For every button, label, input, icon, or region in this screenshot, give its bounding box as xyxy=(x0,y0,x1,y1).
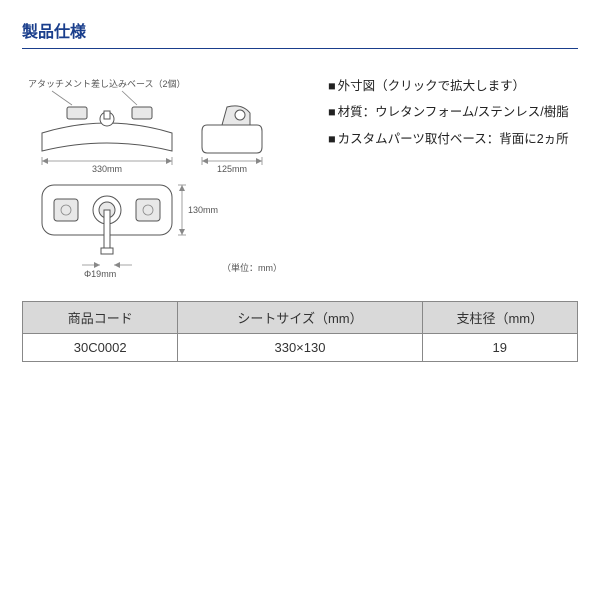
info-list: 外寸図（クリックで拡大します） 材質：ウレタンフォーム/ステンレス/樹脂 カスタ… xyxy=(328,73,578,283)
col-header: シートサイズ（mm） xyxy=(178,302,422,334)
table-header-row: 商品コード シートサイズ（mm） 支柱径（mm） xyxy=(23,302,578,334)
dim-height: 130mm xyxy=(188,205,218,215)
dim-depth: 125mm xyxy=(217,164,247,174)
top-front-view xyxy=(42,107,172,151)
bottom-plan-view xyxy=(42,185,172,254)
info-item: 材質：ウレタンフォーム/ステンレス/樹脂 xyxy=(328,99,578,125)
cell: 19 xyxy=(422,334,577,362)
cell: 330×130 xyxy=(178,334,422,362)
spec-table: 商品コード シートサイズ（mm） 支柱径（mm） 30C0002 330×130… xyxy=(22,301,578,362)
dimension-diagram[interactable]: アタッチメント差し込みベース（2個） 330mm xyxy=(22,73,312,283)
info-item: カスタムパーツ取付ベース：背面に2ヵ所 xyxy=(328,126,578,152)
table-row: 30C0002 330×130 19 xyxy=(23,334,578,362)
side-view xyxy=(202,106,262,153)
attachment-label: アタッチメント差し込みベース（2個） xyxy=(28,78,186,89)
section-title: 製品仕様 xyxy=(22,18,578,49)
col-header: 支柱径（mm） xyxy=(422,302,577,334)
unit-note: （単位：mm） xyxy=(222,262,282,273)
col-header: 商品コード xyxy=(23,302,178,334)
dim-width: 330mm xyxy=(92,164,122,174)
info-item: 外寸図（クリックで拡大します） xyxy=(328,73,578,99)
content-row: アタッチメント差し込みベース（2個） 330mm xyxy=(22,73,578,283)
cell: 30C0002 xyxy=(23,334,178,362)
dim-post: Φ19mm xyxy=(84,269,116,279)
